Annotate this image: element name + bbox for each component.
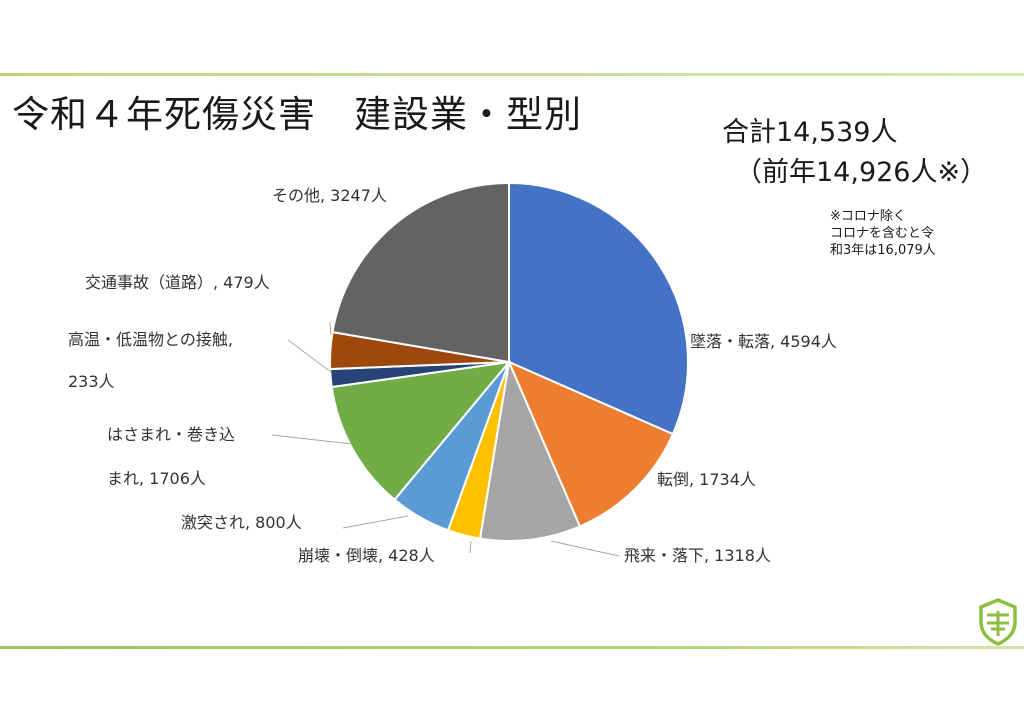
- pie-slice: [508, 181, 689, 436]
- top-accent-line: [0, 73, 1024, 76]
- leader-line: [287, 339, 332, 373]
- slice-data-label: 墜落・転落, 4594人: [690, 332, 837, 351]
- slice-data-label: 高温・低温物との接触,: [68, 330, 233, 349]
- slice-data-label: まれ, 1706人: [107, 469, 206, 488]
- footnote: ※コロナ除く コロナを含むと令 和3年は16,079人: [830, 208, 936, 259]
- slice-data-label: 激突され, 800人: [181, 513, 302, 532]
- slice-data-label: 233人: [68, 372, 115, 391]
- leader-line: [469, 540, 472, 554]
- slice-data-label: はさまれ・巻き込: [107, 425, 235, 444]
- pie-slice: [507, 360, 675, 528]
- pie-slice: [478, 358, 582, 542]
- footnote-line: 和3年は16,079人: [830, 243, 936, 258]
- slice-data-label: その他, 3247人: [272, 186, 387, 205]
- footnote-line: コロナを含むと令: [830, 226, 935, 241]
- slice-data-label: 飛来・落下, 1318人: [624, 546, 771, 565]
- shield-logo-icon: [979, 598, 1017, 646]
- pie-slice: [330, 360, 512, 502]
- leader-line: [271, 434, 353, 445]
- slice-data-label: 交通事故（道路）, 479人: [85, 273, 270, 292]
- total-count: 合計14,539人: [722, 117, 898, 148]
- pie-slice: [331, 181, 510, 364]
- slice-data-label: 崩壊・倒壊, 428人: [298, 546, 435, 565]
- footnote-line: ※コロナ除く: [830, 209, 906, 224]
- leader-line: [342, 515, 409, 529]
- leader-line: [329, 321, 332, 336]
- slide-title: 令和４年死傷災害 建設業・型別: [12, 93, 582, 136]
- leader-line: [550, 540, 620, 557]
- previous-year-count: （前年14,926人※）: [735, 157, 988, 188]
- bottom-accent-line: [0, 646, 1024, 649]
- slice-data-label: 転倒, 1734人: [657, 470, 756, 489]
